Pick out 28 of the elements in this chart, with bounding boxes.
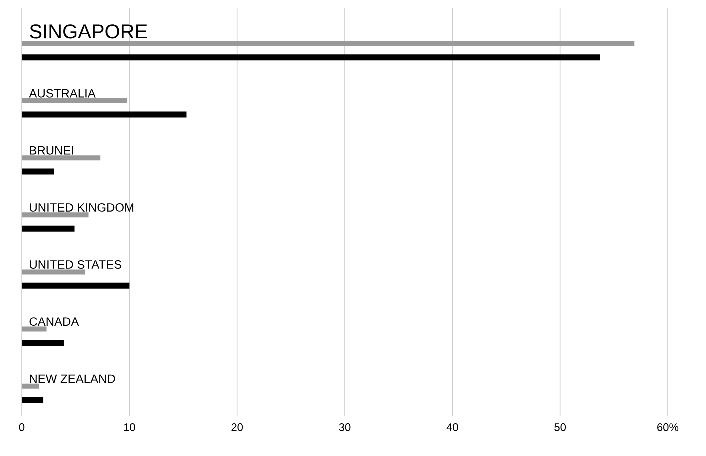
- x-tick-label: 10: [124, 424, 136, 432]
- y-tick-label: SINGAPORE: [30, 24, 148, 39]
- bar: [22, 112, 187, 118]
- bar: [22, 98, 128, 104]
- y-tick-label: UNITED STATES: [30, 260, 122, 269]
- bar: [22, 384, 40, 389]
- bar: [22, 54, 600, 61]
- y-tick-label: CANADA: [30, 318, 80, 326]
- x-tick-label: 40: [446, 424, 458, 432]
- bar: [22, 212, 89, 218]
- bar: [22, 340, 64, 346]
- x-tick-label: 20: [232, 424, 244, 432]
- bar: [22, 270, 86, 275]
- x-tick-label: 0: [19, 424, 25, 432]
- y-tick-label: BRUNEI: [30, 146, 74, 155]
- bar: [22, 226, 75, 232]
- bar: [22, 168, 54, 175]
- bar: [22, 282, 130, 289]
- x-tick-label: 60%: [658, 424, 679, 432]
- bar: [22, 326, 47, 332]
- bar: [22, 156, 101, 161]
- x-tick-label: 50: [554, 424, 566, 432]
- bar: [22, 41, 635, 46]
- x-tick-label: 30: [339, 424, 351, 432]
- y-tick-label: UNITED KINGDOM: [30, 203, 134, 212]
- y-tick-label: NEW ZEALAND: [30, 374, 116, 384]
- bar: [22, 397, 44, 404]
- y-tick-label: AUSTRALIA: [29, 89, 96, 98]
